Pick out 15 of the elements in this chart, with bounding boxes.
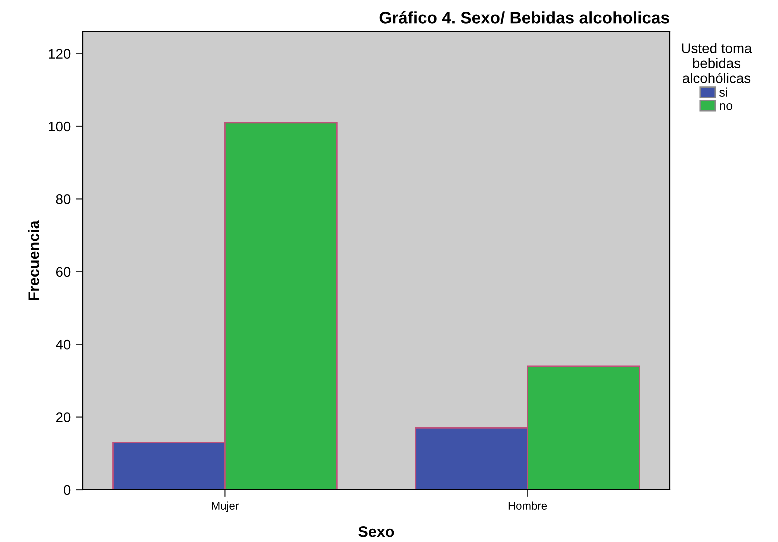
y-tick-label: 120 xyxy=(49,49,71,59)
y-tick-label: 0 xyxy=(64,485,71,496)
y-tick-label: 40 xyxy=(56,340,71,350)
y-tick-label: 60 xyxy=(56,267,71,278)
x-tick-label: Mujer xyxy=(212,502,239,512)
legend-title: Usted toma bebidas alcohólicas xyxy=(682,43,752,84)
y-tick-label: 80 xyxy=(56,194,71,204)
chart-title: Gráfico 4. Sexo/ Bebidas alcoholicas xyxy=(380,11,670,24)
y-axis-title: Frecuencia xyxy=(28,220,40,300)
x-tick-label: Hombre xyxy=(508,502,548,510)
x-axis-title: Sexo xyxy=(358,526,394,538)
legend-label: no xyxy=(720,103,733,110)
legend-label: si xyxy=(720,88,728,97)
y-tick-label: 100 xyxy=(49,122,71,132)
y-tick-label: 20 xyxy=(56,412,71,422)
